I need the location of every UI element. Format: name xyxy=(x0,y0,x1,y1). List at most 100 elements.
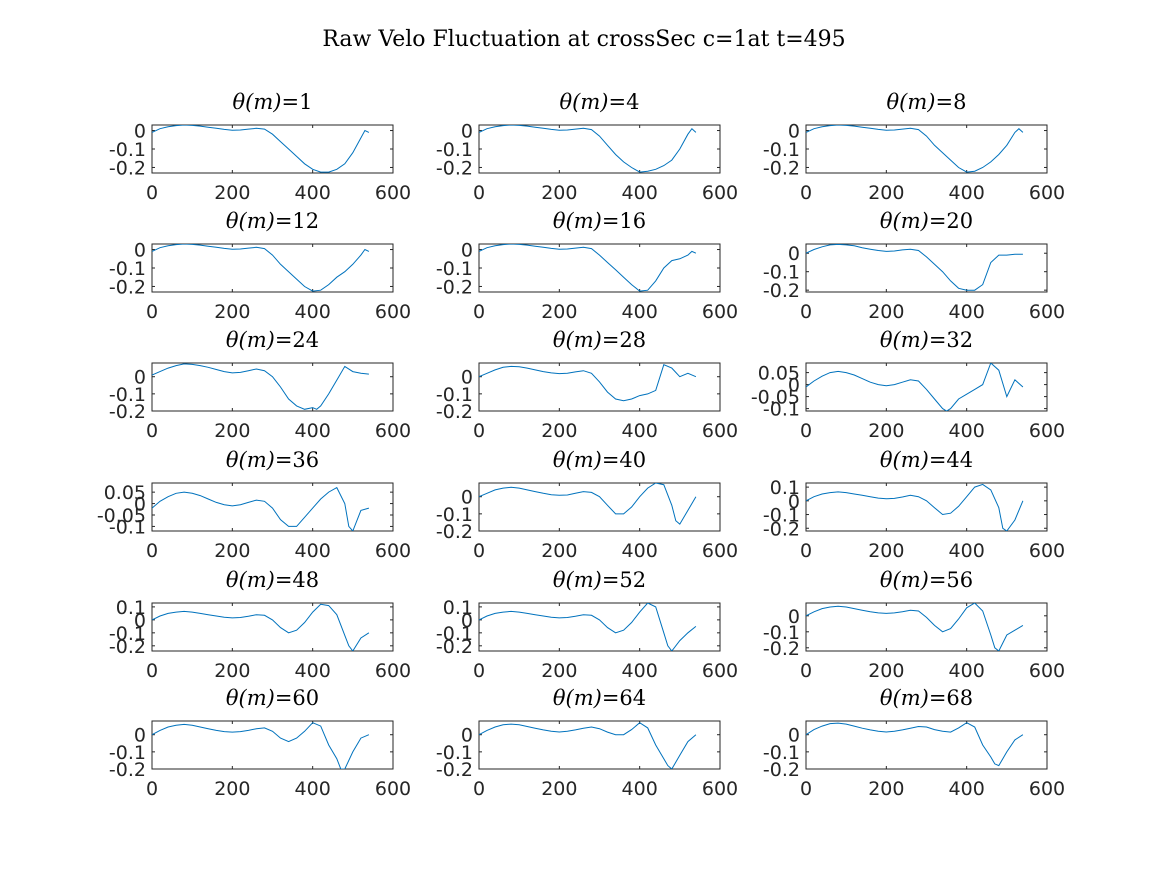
subplot-title: θ(m)=4 xyxy=(560,90,640,114)
y-tick-label: -0.1 xyxy=(763,742,800,764)
x-tick-label: 200 xyxy=(868,301,904,323)
axes-box xyxy=(478,243,721,293)
y-tick-label: -0.2 xyxy=(436,276,473,298)
y-tick-label: -0.2 xyxy=(109,636,146,658)
y-tick-label: -0.2 xyxy=(109,401,146,423)
x-tick-label: 600 xyxy=(375,182,411,204)
x-tick-label: 600 xyxy=(702,301,738,323)
y-tick-label: 0 xyxy=(134,494,146,516)
x-tick-label: 400 xyxy=(622,301,658,323)
subplot-title-value: =16 xyxy=(602,209,646,233)
x-tick-label: 400 xyxy=(949,420,985,442)
subplot-title-prefix: θ(m) xyxy=(226,209,275,233)
y-tick-label: -0.2 xyxy=(763,759,800,781)
series-line xyxy=(479,722,697,769)
subplot-title-prefix: θ(m) xyxy=(233,90,282,114)
subplot-title-value: =20 xyxy=(929,209,973,233)
y-tick-label: -0.1 xyxy=(763,139,800,161)
y-tick-label: 0 xyxy=(788,725,800,747)
x-tick-label: 0 xyxy=(800,182,812,204)
x-tick-label: 0 xyxy=(800,540,812,562)
y-tick-label: 0 xyxy=(461,725,473,747)
y-tick-label: 0 xyxy=(788,375,800,397)
x-tick-label: 400 xyxy=(949,778,985,800)
subplot-8: θ(m)=28 0 200 400 600 0-0.1-0.2 xyxy=(436,328,738,442)
x-tick-label: 0 xyxy=(800,420,812,442)
y-tick-label: -0.2 xyxy=(763,280,800,302)
x-tick-label: 200 xyxy=(214,778,250,800)
y-tick-label: -0.1 xyxy=(109,258,146,280)
x-tick-label: 400 xyxy=(949,660,985,682)
axes-box xyxy=(805,362,1048,412)
y-tick-label: -0.1 xyxy=(109,742,146,764)
x-tick-label: 200 xyxy=(868,420,904,442)
series-line xyxy=(806,483,1024,531)
y-tick-label: 0.05 xyxy=(104,482,146,504)
y-tick-label: -0.1 xyxy=(109,139,146,161)
y-tick-label: -0.1 xyxy=(763,262,800,284)
y-tick-label: -0.1 xyxy=(436,623,473,645)
y-tick-label: -0.1 xyxy=(436,384,473,406)
x-tick-label: 200 xyxy=(541,301,577,323)
y-tick-label: -0.2 xyxy=(436,157,473,179)
y-tick-label: -0.1 xyxy=(436,258,473,280)
y-tick-label: -0.2 xyxy=(436,636,473,658)
x-tick-label: 600 xyxy=(375,660,411,682)
subplot-title: θ(m)=60 xyxy=(226,686,319,710)
x-tick-label: 200 xyxy=(868,540,904,562)
x-tick-label: 0 xyxy=(800,301,812,323)
axes-box xyxy=(478,124,721,174)
subplot-title: θ(m)=44 xyxy=(880,448,973,472)
series-line xyxy=(806,363,1024,411)
subplot-title-prefix: θ(m) xyxy=(880,568,929,592)
x-tick-label: 0 xyxy=(473,301,485,323)
y-tick-label: -0.05 xyxy=(751,387,800,409)
x-tick-label: 400 xyxy=(622,540,658,562)
x-tick-label: 400 xyxy=(295,540,331,562)
y-tick-label: 0 xyxy=(461,367,473,389)
subplot-title: θ(m)=1 xyxy=(233,90,313,114)
y-tick-label: 0 xyxy=(134,367,146,389)
x-tick-label: 400 xyxy=(295,301,331,323)
y-tick-label: 0 xyxy=(461,487,473,509)
subplot-title: θ(m)=64 xyxy=(553,686,646,710)
x-tick-label: 600 xyxy=(702,660,738,682)
x-tick-label: 200 xyxy=(214,182,250,204)
x-tick-label: 400 xyxy=(949,540,985,562)
subplot-title-prefix: θ(m) xyxy=(553,448,602,472)
subplot-title: θ(m)=40 xyxy=(553,448,646,472)
subplot-title-prefix: θ(m) xyxy=(880,209,929,233)
subplot-title-value: =40 xyxy=(602,448,646,472)
subplot-title: θ(m)=16 xyxy=(553,209,646,233)
y-tick-label: 0 xyxy=(134,610,146,632)
subplot-title: θ(m)=32 xyxy=(880,328,973,352)
y-tick-label: 0 xyxy=(461,610,473,632)
x-tick-label: 600 xyxy=(702,182,738,204)
x-tick-label: 0 xyxy=(473,778,485,800)
x-tick-label: 200 xyxy=(214,420,250,442)
series-line xyxy=(479,125,697,173)
y-tick-label: -0.2 xyxy=(109,759,146,781)
y-tick-label: 0.05 xyxy=(758,363,800,385)
x-tick-label: 600 xyxy=(1029,301,1065,323)
y-tick-label: 0 xyxy=(788,491,800,513)
x-tick-label: 0 xyxy=(146,660,158,682)
x-tick-label: 600 xyxy=(375,420,411,442)
axes-box xyxy=(478,602,721,652)
y-tick-label: -0.2 xyxy=(763,157,800,179)
series-line xyxy=(479,244,697,292)
y-tick-label: 0.1 xyxy=(116,597,146,619)
x-tick-label: 400 xyxy=(295,420,331,442)
y-tick-label: 0 xyxy=(788,243,800,265)
series-line xyxy=(479,483,697,525)
subplot-title-value: =24 xyxy=(275,328,319,352)
subplot-1: θ(m)=1 0 200 400 600 0-0.1-0.2 xyxy=(109,90,411,204)
series-line xyxy=(806,125,1024,173)
subplot-title-value: =32 xyxy=(929,328,973,352)
figure-title: Raw Velo Fluctuation at crossSec c=1at t… xyxy=(322,27,845,52)
series-line xyxy=(152,486,370,531)
x-tick-label: 600 xyxy=(702,778,738,800)
subplot-title-prefix: θ(m) xyxy=(226,328,275,352)
y-tick-label: 0 xyxy=(788,606,800,628)
x-tick-label: 0 xyxy=(146,778,158,800)
